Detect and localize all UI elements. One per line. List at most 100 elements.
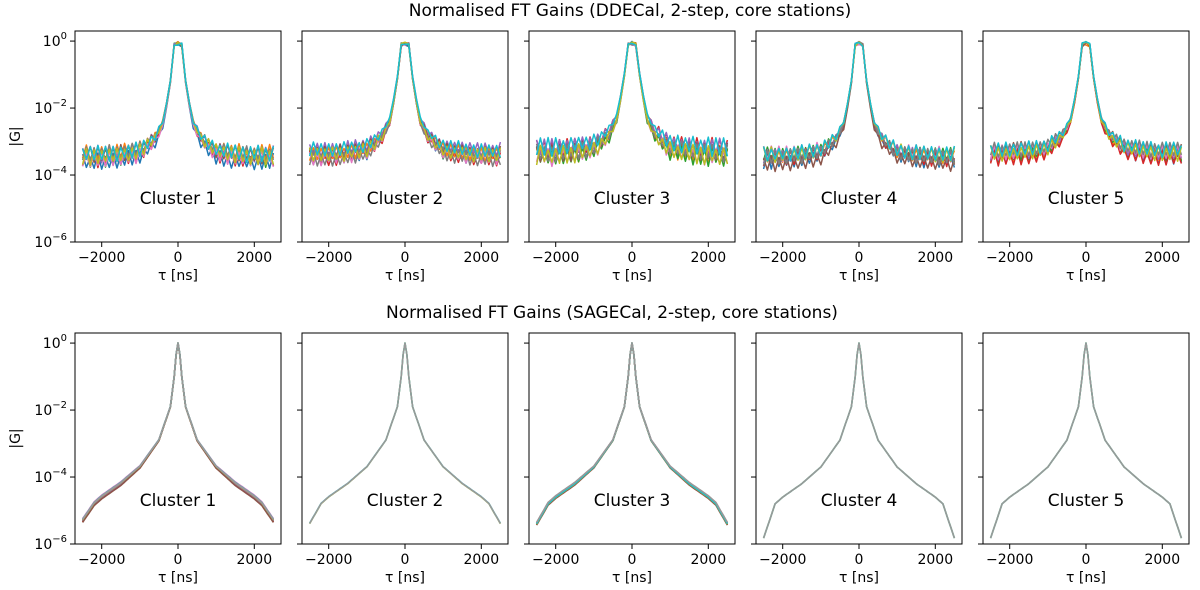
- gain-series-line: [308, 342, 502, 524]
- gain-series-line: [989, 41, 1183, 161]
- gain-series-line: [989, 42, 1183, 159]
- gain-series-line: [762, 41, 956, 164]
- y-axis-label: |G|: [8, 428, 24, 448]
- panel-sagecal-5: Cluster 5 −2000 0 2000 τ [ns]: [978, 332, 1190, 586]
- y-tick-label: 10−4: [34, 165, 67, 184]
- y-tick-label: 10−6: [34, 232, 67, 251]
- panel-frame: [74, 30, 282, 243]
- panel-frame: [301, 332, 509, 545]
- x-axis-label: τ [ns]: [1066, 570, 1106, 586]
- y-tick-label: 100: [43, 333, 67, 352]
- gain-series-line: [762, 41, 956, 165]
- gain-series-line: [989, 41, 1183, 162]
- cluster-label: Cluster 3: [594, 491, 671, 511]
- gain-series-line: [81, 42, 275, 164]
- panel-sagecal-2: Cluster 2 −2000 0 2000 τ [ns]: [297, 332, 509, 586]
- figure-title-bottom: Normalised FT Gains (SAGECal, 2-step, co…: [386, 303, 838, 323]
- x-tick-label: −2000: [759, 552, 806, 568]
- x-tick-label: −2000: [78, 552, 125, 568]
- series-group: [81, 40, 275, 171]
- x-axis-label: τ [ns]: [158, 570, 198, 586]
- series-group: [762, 40, 956, 173]
- gain-series-line: [989, 41, 1183, 161]
- gain-series-line: [308, 41, 502, 163]
- gain-series-line: [81, 42, 275, 168]
- x-tick-label: 2000: [463, 250, 499, 266]
- x-tick-label: 0: [174, 250, 183, 266]
- cluster-label: Cluster 4: [821, 189, 898, 209]
- x-tick-label: 0: [628, 250, 637, 266]
- gain-series-line: [989, 41, 1183, 158]
- gain-series-line: [762, 41, 956, 168]
- cluster-label: Cluster 5: [1048, 491, 1125, 511]
- panel-sagecal-4: Cluster 4 −2000 0 2000 τ [ns]: [751, 332, 963, 586]
- cluster-label: Cluster 5: [1048, 189, 1125, 209]
- x-tick-label: 2000: [1144, 552, 1180, 568]
- x-tick-label: 0: [1082, 552, 1091, 568]
- panel-sagecal-3: Cluster 3 −2000 0 2000 τ [ns]: [524, 332, 736, 586]
- cluster-label: Cluster 2: [367, 491, 444, 511]
- series-group: [308, 342, 502, 525]
- gain-series-line: [81, 42, 275, 169]
- gain-series-line: [535, 41, 729, 158]
- x-tick-label: 0: [855, 250, 864, 266]
- gain-series-line: [535, 42, 729, 158]
- x-tick-label: −2000: [78, 250, 125, 266]
- panel-frame: [74, 332, 282, 545]
- x-tick-label: −2000: [986, 250, 1033, 266]
- panel-ddecal-2: Cluster 2 −2000 0 2000 τ [ns]: [297, 30, 509, 284]
- x-axis-label: τ [ns]: [385, 268, 425, 284]
- cluster-label: Cluster 3: [594, 189, 671, 209]
- panel-ddecal-3: Cluster 3 −2000 0 2000 τ [ns]: [524, 30, 736, 284]
- x-tick-label: 2000: [917, 552, 953, 568]
- x-tick-label: −2000: [305, 250, 352, 266]
- gain-series-line: [81, 41, 275, 169]
- gain-series-line: [535, 42, 729, 158]
- series-group: [535, 40, 729, 168]
- x-tick-label: 2000: [1144, 250, 1180, 266]
- x-axis-label: τ [ns]: [612, 570, 652, 586]
- panel-frame: [528, 30, 736, 243]
- gain-series-line: [762, 41, 956, 162]
- gain-series-line: [81, 342, 275, 520]
- series-group: [762, 342, 956, 539]
- x-tick-label: 2000: [463, 552, 499, 568]
- series-group: [989, 40, 1183, 167]
- y-tick-label: 10−4: [34, 467, 67, 486]
- panel-frame: [528, 332, 736, 545]
- gain-series-line: [762, 40, 956, 165]
- x-tick-label: 2000: [690, 552, 726, 568]
- x-tick-label: −2000: [759, 250, 806, 266]
- series-group: [535, 342, 729, 526]
- gain-series-line: [762, 342, 956, 539]
- x-tick-label: 0: [401, 552, 410, 568]
- gain-series-line: [535, 41, 729, 166]
- x-tick-label: 2000: [917, 250, 953, 266]
- gain-series-line: [762, 41, 956, 165]
- panel-frame: [755, 332, 963, 545]
- y-tick-label: 10−2: [34, 98, 67, 117]
- plot-grid: Cluster 1 −2000 0 2000 τ [ns] 10−6 10−4 10−2 100…: [8, 30, 1190, 586]
- y-axis-label: |G|: [8, 126, 24, 146]
- cluster-label: Cluster 4: [821, 491, 898, 511]
- gain-series-line: [762, 40, 956, 166]
- x-tick-label: −2000: [986, 552, 1033, 568]
- gain-series-line: [81, 41, 275, 167]
- x-tick-label: 2000: [690, 250, 726, 266]
- x-tick-label: −2000: [532, 250, 579, 266]
- y-tick-label: 100: [43, 31, 67, 50]
- gain-series-line: [308, 42, 502, 159]
- cluster-label: Cluster 1: [140, 491, 217, 511]
- series-group: [989, 342, 1183, 539]
- x-tick-label: −2000: [532, 552, 579, 568]
- series-group: [81, 342, 275, 523]
- y-tick-label: 10−2: [34, 400, 67, 419]
- panel-ddecal-1: Cluster 1 −2000 0 2000 τ [ns] 10−6 10−4 10−2 100…: [8, 30, 282, 284]
- gain-series-line: [81, 42, 275, 164]
- y-tick-label: 10−6: [34, 534, 67, 553]
- gain-series-line: [308, 43, 502, 159]
- panel-frame: [982, 30, 1190, 243]
- panel-frame: [301, 30, 509, 243]
- x-tick-label: 0: [174, 552, 183, 568]
